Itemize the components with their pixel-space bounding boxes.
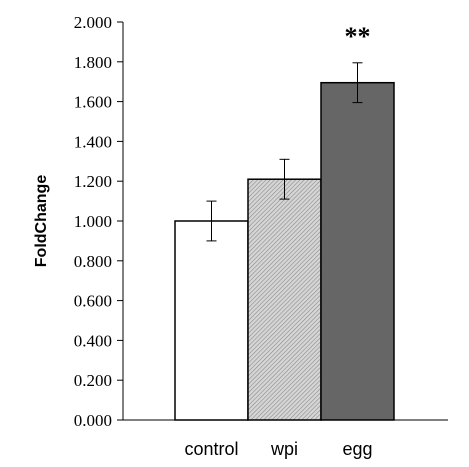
- annotations: **: [345, 22, 371, 51]
- y-tick-label: 0.400: [74, 331, 112, 350]
- y-axis: 0.000 0.200 0.400 0.600 0.800 1.000 1.200 1.400…: [74, 13, 124, 430]
- y-axis-label: FoldChange: [33, 175, 50, 268]
- y-tick-label: 0.200: [74, 371, 112, 390]
- y-tick-label: 1.600: [74, 93, 112, 112]
- bars: [174, 81, 395, 421]
- bar-wpi: [247, 178, 322, 421]
- error-bars: [206, 62, 363, 242]
- x-tick-label-egg: egg: [342, 439, 372, 459]
- y-tick-label: 1.000: [74, 212, 112, 231]
- x-tick-label-control: control: [184, 439, 238, 459]
- bar-control: [174, 220, 249, 421]
- y-tick-label: 1.800: [74, 53, 112, 72]
- y-tick-label: 2.000: [74, 13, 112, 32]
- y-tick-label: 0.800: [74, 252, 112, 271]
- bar-egg: [320, 81, 395, 421]
- x-axis: control wpi egg: [123, 419, 448, 459]
- y-tick-label: 0.600: [74, 292, 112, 311]
- y-tick-label: 0.000: [74, 411, 112, 430]
- x-tick-label-wpi: wpi: [270, 439, 298, 459]
- y-tick-label: 1.200: [74, 172, 112, 191]
- significance-annotation: **: [345, 22, 371, 51]
- y-tick-label: 1.400: [74, 132, 112, 151]
